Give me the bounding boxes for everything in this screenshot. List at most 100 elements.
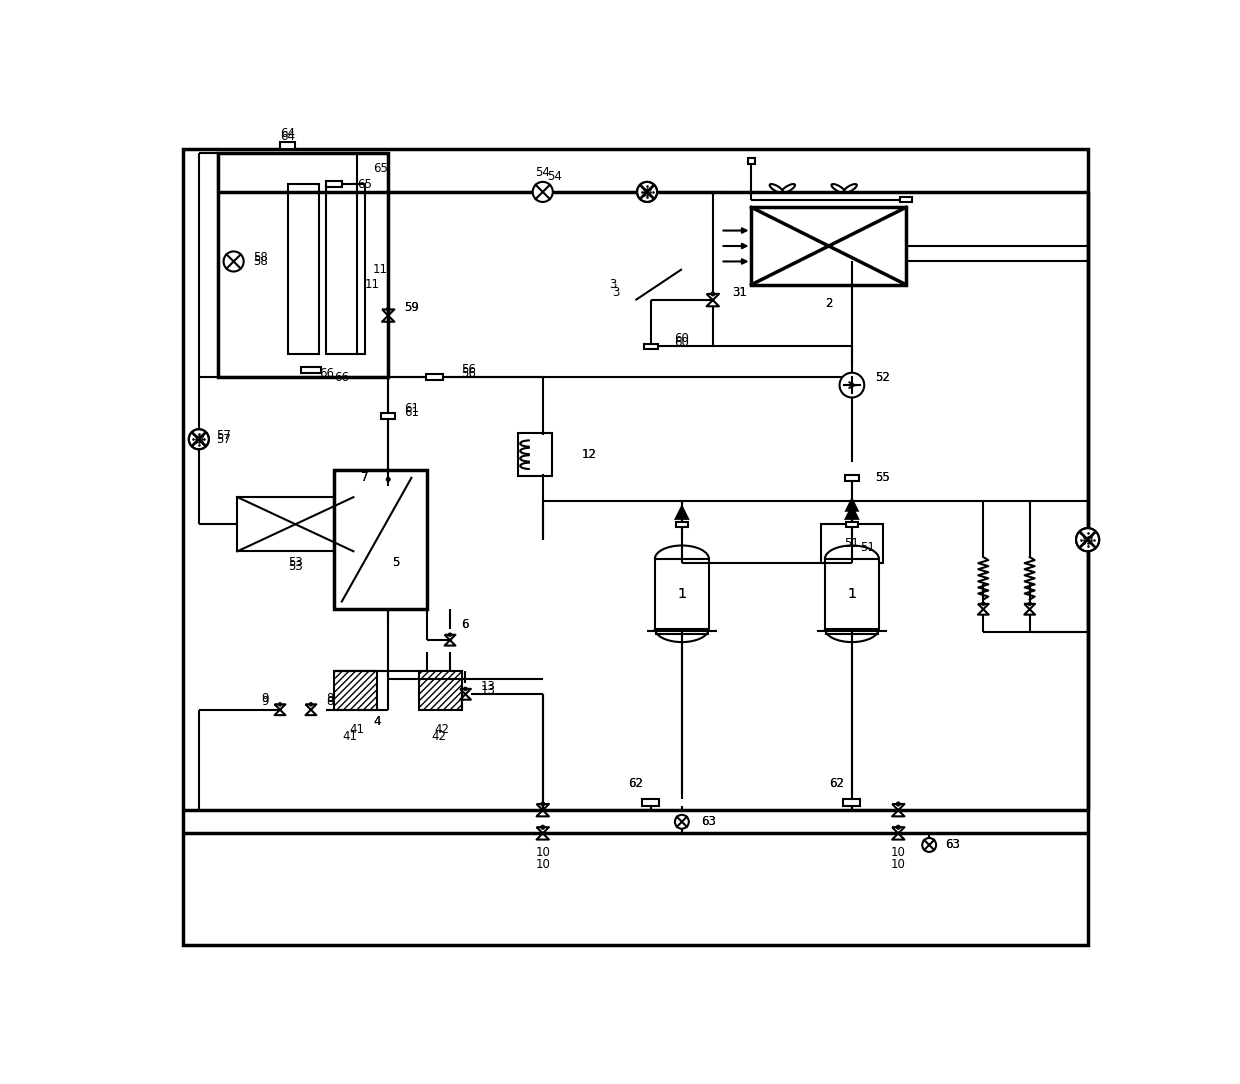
Bar <box>751 207 906 285</box>
Text: 10: 10 <box>536 857 551 870</box>
Text: 57: 57 <box>217 433 232 446</box>
Text: 8: 8 <box>326 696 334 709</box>
Text: 65: 65 <box>373 163 388 176</box>
Text: 2: 2 <box>825 297 832 310</box>
Circle shape <box>386 477 391 481</box>
Circle shape <box>637 182 657 202</box>
Text: 55: 55 <box>875 472 890 485</box>
Bar <box>748 158 755 164</box>
Text: 65: 65 <box>357 178 372 191</box>
Text: 3: 3 <box>613 286 620 299</box>
Bar <box>846 521 858 527</box>
Text: 9: 9 <box>260 696 268 709</box>
Circle shape <box>981 602 985 606</box>
Text: 13: 13 <box>481 680 496 693</box>
Bar <box>419 671 461 710</box>
Circle shape <box>1076 528 1099 552</box>
Text: 13: 13 <box>481 684 496 697</box>
Text: 59: 59 <box>404 301 419 314</box>
Text: 1: 1 <box>847 586 857 601</box>
Bar <box>326 181 342 188</box>
Text: 51: 51 <box>859 541 874 554</box>
Text: 42: 42 <box>432 731 446 744</box>
Text: 41: 41 <box>350 723 365 736</box>
Text: 2: 2 <box>825 297 832 310</box>
Text: 60: 60 <box>675 333 689 345</box>
Text: 62: 62 <box>830 776 844 789</box>
Circle shape <box>188 429 208 449</box>
Text: 5: 5 <box>392 556 399 569</box>
Bar <box>326 184 365 354</box>
Text: 54: 54 <box>547 170 562 183</box>
Text: 64: 64 <box>280 130 295 143</box>
Text: 53: 53 <box>288 556 303 569</box>
Text: 11: 11 <box>373 262 388 275</box>
Bar <box>288 184 319 354</box>
Text: 8: 8 <box>326 692 334 705</box>
Text: 63: 63 <box>701 815 715 828</box>
Text: 66: 66 <box>334 371 350 384</box>
Circle shape <box>711 292 715 296</box>
Circle shape <box>897 825 900 829</box>
Text: 56: 56 <box>461 363 476 376</box>
Text: 62: 62 <box>629 776 644 789</box>
Polygon shape <box>846 499 858 511</box>
Text: 58: 58 <box>253 255 268 268</box>
Text: 52: 52 <box>875 371 890 384</box>
Text: 63: 63 <box>701 815 715 828</box>
Text: 63: 63 <box>945 838 960 851</box>
Text: 56: 56 <box>461 367 476 380</box>
Circle shape <box>839 373 864 398</box>
Text: 12: 12 <box>582 448 596 461</box>
Text: 10: 10 <box>890 847 905 860</box>
Bar <box>381 413 396 420</box>
Text: 9: 9 <box>260 692 268 705</box>
Text: 6: 6 <box>461 618 469 631</box>
Text: 31: 31 <box>732 286 746 299</box>
Text: 31: 31 <box>732 286 746 299</box>
Text: 53: 53 <box>288 560 303 573</box>
Bar <box>280 142 295 149</box>
Text: 3: 3 <box>609 279 616 292</box>
Text: 6: 6 <box>461 618 469 631</box>
Circle shape <box>923 838 936 852</box>
Bar <box>218 153 388 377</box>
Bar <box>844 475 859 480</box>
Bar <box>517 434 552 476</box>
Text: 1: 1 <box>677 586 686 601</box>
Text: 59: 59 <box>404 301 419 314</box>
Text: 64: 64 <box>280 128 295 141</box>
Text: 7: 7 <box>361 472 368 485</box>
Text: 42: 42 <box>435 723 450 736</box>
Text: 10: 10 <box>890 857 905 870</box>
Bar <box>655 559 709 629</box>
Bar <box>825 559 879 629</box>
Bar <box>334 470 427 609</box>
Text: 62: 62 <box>830 776 844 789</box>
Text: 1: 1 <box>847 586 857 601</box>
Circle shape <box>533 182 553 202</box>
Circle shape <box>675 815 689 829</box>
Text: 4: 4 <box>373 714 381 727</box>
Text: 58: 58 <box>253 251 268 264</box>
Circle shape <box>541 825 544 829</box>
Bar <box>821 525 883 563</box>
Text: 4: 4 <box>373 714 381 727</box>
Circle shape <box>386 307 391 311</box>
Text: 60: 60 <box>675 336 689 349</box>
Bar <box>642 799 660 806</box>
Bar <box>427 374 443 380</box>
Text: 62: 62 <box>629 776 644 789</box>
Text: 54: 54 <box>536 166 551 179</box>
Circle shape <box>309 702 312 706</box>
Circle shape <box>278 702 281 706</box>
Text: 11: 11 <box>365 279 379 292</box>
Text: 55: 55 <box>875 472 890 485</box>
Text: 52: 52 <box>875 371 890 384</box>
Text: 7: 7 <box>361 472 368 485</box>
Circle shape <box>448 633 451 636</box>
Bar <box>301 366 321 373</box>
Bar <box>334 671 377 710</box>
Circle shape <box>897 802 900 806</box>
Bar <box>238 498 353 552</box>
